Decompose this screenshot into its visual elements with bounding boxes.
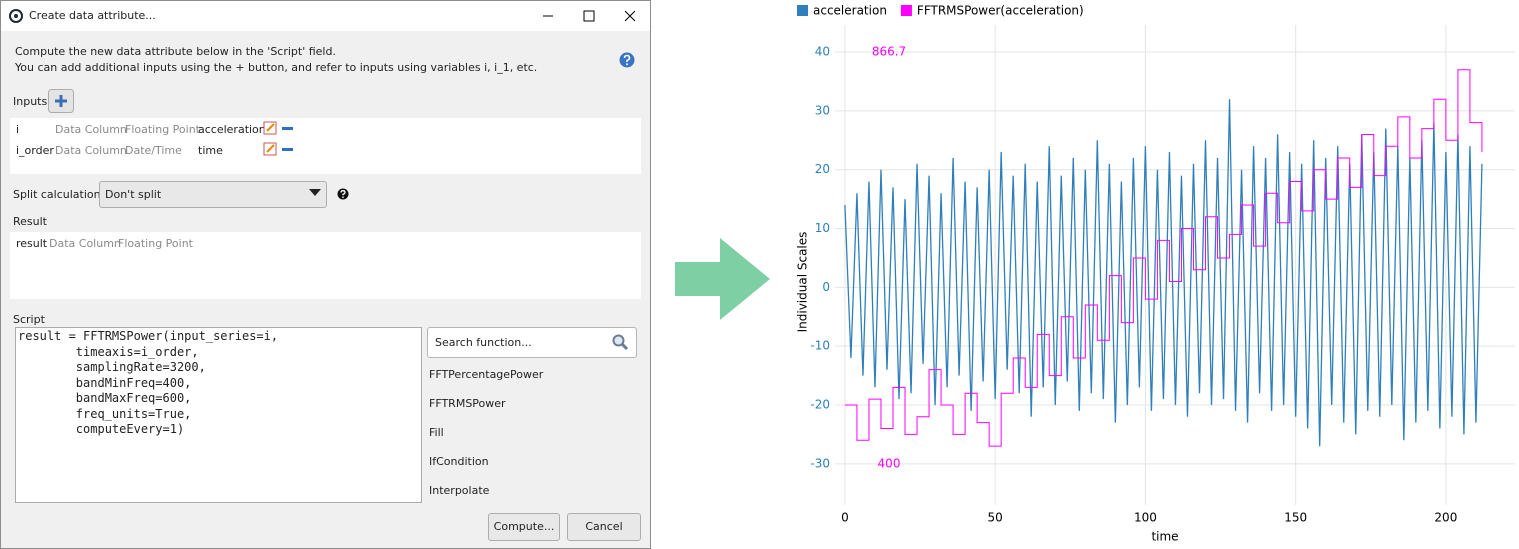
input-var: i_order bbox=[16, 144, 54, 157]
script-label: Script bbox=[13, 313, 45, 326]
x-tick-label: 150 bbox=[1284, 511, 1307, 525]
dialog-title: Create data attribute... bbox=[29, 9, 156, 22]
window-controls[interactable] bbox=[536, 7, 646, 25]
function-item[interactable]: Interpolate bbox=[429, 484, 490, 497]
x-tick-label: 100 bbox=[1134, 511, 1157, 525]
input-kind: Data Column bbox=[55, 144, 127, 157]
result-var: result bbox=[16, 237, 48, 250]
input-var: i bbox=[16, 123, 20, 136]
series-line bbox=[844, 69, 1483, 447]
compute-button[interactable]: Compute... bbox=[488, 513, 560, 541]
script-line: bandMaxFreq=600, bbox=[18, 391, 192, 405]
legend-swatch bbox=[797, 5, 808, 16]
y-tick-label: 30 bbox=[815, 103, 830, 117]
inputs-label: Inputs bbox=[13, 95, 48, 108]
legend-swatch bbox=[900, 5, 912, 16]
split-value: Don't split bbox=[105, 188, 162, 201]
result-label: Result bbox=[13, 215, 47, 228]
app-icon bbox=[9, 9, 23, 23]
input-type: Date/Time bbox=[125, 144, 182, 157]
arrow bbox=[675, 238, 770, 320]
input-kind: Data Column bbox=[55, 123, 127, 136]
x-tick-label: 200 bbox=[1434, 511, 1457, 525]
y2-tick-label: 866.7 bbox=[872, 45, 906, 59]
y-tick-label: 20 bbox=[815, 162, 830, 176]
dialog: Create data attribute... Compute the new… bbox=[0, 0, 651, 549]
dropdown-caret bbox=[309, 189, 321, 196]
x-axis-title: time bbox=[1151, 530, 1178, 544]
y-tick-label: 10 bbox=[815, 221, 830, 235]
y-tick-label: -30 bbox=[810, 456, 830, 470]
function-item[interactable]: IfCondition bbox=[429, 455, 489, 468]
script-line: freq_units=True, bbox=[18, 406, 192, 421]
x-tick-label: 50 bbox=[988, 511, 1003, 525]
inputs-table bbox=[10, 118, 641, 174]
function-item[interactable]: FFTPercentagePower bbox=[429, 368, 544, 381]
input-column: acceleration bbox=[198, 123, 266, 136]
y2-tick-label: 400 bbox=[878, 456, 901, 470]
script-line: bandMinFreq=400, bbox=[18, 375, 192, 390]
title-bar bbox=[1, 1, 650, 31]
y-axis-title: Individual Scales bbox=[796, 232, 810, 333]
legend-label: acceleration bbox=[813, 4, 887, 18]
y-tick-label: 40 bbox=[815, 45, 830, 59]
script-line: result = FFTRMSPower(input_series=i, bbox=[18, 329, 279, 343]
script-editor[interactable] bbox=[15, 327, 422, 503]
description: You can add additional inputs using the … bbox=[15, 61, 538, 74]
input-column: time bbox=[198, 144, 223, 157]
function-item[interactable]: FFTRMSPower bbox=[429, 397, 506, 410]
y-tick-label: -20 bbox=[810, 398, 830, 412]
result-kind: Data Column bbox=[49, 237, 121, 250]
search-icon bbox=[612, 334, 628, 350]
series-line bbox=[844, 99, 1483, 447]
script-line: samplingRate=3200, bbox=[18, 360, 206, 374]
function-item[interactable]: Fill bbox=[429, 426, 444, 439]
help-icon[interactable] bbox=[619, 52, 635, 68]
cancel-button[interactable]: Cancel bbox=[567, 513, 641, 541]
input-type: Floating Point bbox=[125, 123, 200, 136]
script-code: result = FFTRMSPower(input_series=i, tim… bbox=[18, 329, 278, 438]
split-help-icon[interactable] bbox=[337, 188, 349, 200]
legend-label: FFTRMSPower(acceleration) bbox=[917, 4, 1084, 18]
result-type: Floating Point bbox=[118, 237, 193, 250]
add-input-button[interactable] bbox=[48, 89, 74, 113]
row-actions[interactable] bbox=[263, 121, 297, 161]
split-label: Split calculation: bbox=[13, 188, 105, 201]
result-table bbox=[10, 232, 641, 299]
x-tick-label: 0 bbox=[841, 511, 849, 525]
script-line: computeEvery=1) bbox=[18, 422, 185, 436]
split-dropdown[interactable] bbox=[99, 181, 327, 208]
description: Compute the new data attribute below in … bbox=[15, 45, 336, 58]
y-tick-label: -10 bbox=[810, 339, 830, 353]
search-box[interactable] bbox=[427, 327, 637, 358]
y-tick-label: 0 bbox=[822, 280, 830, 294]
script-line: timeaxis=i_order, bbox=[18, 344, 199, 359]
search-placeholder: Search function... bbox=[435, 336, 532, 349]
